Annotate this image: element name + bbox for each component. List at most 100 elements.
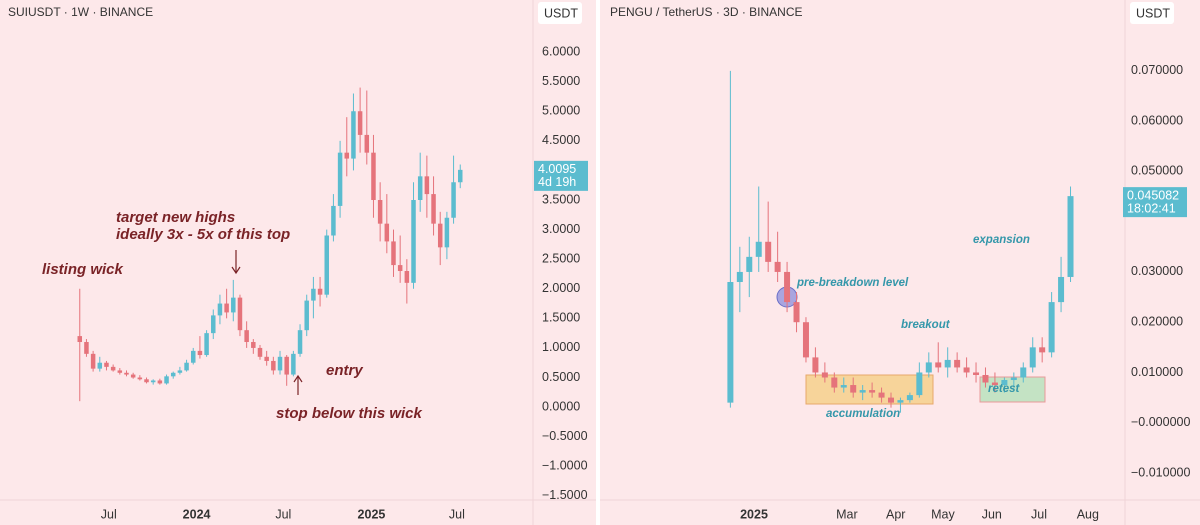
- candle-body: [150, 380, 156, 383]
- candle-body: [317, 288, 323, 295]
- candle-body: [746, 256, 753, 272]
- y-tick-label: 2.5000: [542, 251, 580, 265]
- candle-body: [231, 297, 236, 313]
- candle-body: [451, 182, 456, 218]
- candle-body: [284, 356, 289, 375]
- candle-body: [411, 200, 416, 283]
- price-badge-value: 0.045082: [1127, 188, 1179, 202]
- candle-body: [1039, 347, 1046, 353]
- candle-body: [444, 217, 450, 248]
- y-tick-label: 0.010000: [1131, 365, 1183, 379]
- candle-body: [982, 374, 989, 383]
- y-tick-label: 5.0000: [542, 104, 580, 118]
- x-tick-label: 2025: [358, 507, 386, 521]
- candle-body: [1067, 196, 1074, 277]
- candle-body: [765, 241, 772, 262]
- candle-body: [878, 392, 885, 398]
- candle-body: [424, 176, 430, 195]
- candle-body: [1010, 377, 1017, 381]
- candle-body: [251, 342, 256, 348]
- annotation: target new highs: [116, 209, 235, 226]
- x-tick-label: 2025: [740, 507, 768, 521]
- arrowhead: [231, 266, 241, 275]
- candle-body: [97, 362, 103, 369]
- y-tick-label: 3.0000: [542, 222, 580, 236]
- candle-body: [377, 200, 383, 224]
- x-tick-label: Apr: [886, 507, 905, 521]
- candle-body: [888, 397, 895, 403]
- candle-body: [802, 322, 809, 358]
- chart-title: PENGU / TetherUS · 3D · BINANCE: [610, 5, 803, 19]
- price-badge: [534, 160, 588, 191]
- y-tick-label: −0.000000: [1131, 415, 1190, 429]
- candle-body: [850, 385, 857, 393]
- candle-body: [727, 281, 734, 403]
- candle-body: [963, 367, 970, 373]
- candle-body: [190, 350, 196, 363]
- candle-body: [157, 380, 163, 384]
- y-tick-label: 2.0000: [542, 281, 580, 295]
- candle-body: [916, 372, 923, 396]
- candle-body: [297, 330, 303, 354]
- y-tick-label: 5.5000: [542, 74, 580, 88]
- price-badge-countdown: 4d 19h: [538, 175, 576, 189]
- candle-body: [291, 353, 296, 375]
- candle-body: [211, 315, 216, 334]
- candle-body: [90, 353, 96, 369]
- candle-body: [793, 302, 800, 323]
- candle-body: [371, 152, 376, 200]
- annotation: pre-breakdown level: [796, 277, 909, 289]
- y-tick-label: 1.0000: [542, 340, 580, 354]
- annotation: listing wick: [42, 261, 124, 278]
- candle-body: [117, 370, 123, 373]
- y-tick-label: 0.020000: [1131, 315, 1183, 329]
- x-tick-label: Jul: [449, 507, 465, 521]
- candle-body: [177, 370, 183, 373]
- candle-body: [906, 395, 913, 401]
- arrowhead: [293, 374, 303, 383]
- candle-body: [204, 333, 209, 356]
- annotation: breakout: [901, 319, 951, 331]
- candle-body: [1058, 276, 1065, 303]
- annotation: entry: [326, 362, 363, 379]
- candle-body: [1020, 367, 1027, 378]
- candle-body: [384, 223, 390, 242]
- candle-body: [944, 359, 951, 368]
- annotation: stop below this wick: [276, 405, 423, 422]
- y-tick-label: 0.5000: [542, 370, 580, 384]
- candle-body: [357, 111, 363, 135]
- y-tick-label: 3.5000: [542, 192, 580, 206]
- y-tick-label: −1.0000: [542, 459, 588, 473]
- candle-body: [337, 152, 343, 206]
- candle-body: [812, 357, 819, 373]
- candle-body: [755, 241, 762, 257]
- y-tick-label: −1.5000: [542, 488, 588, 502]
- currency-box: [538, 2, 582, 24]
- candle-body: [77, 336, 83, 343]
- currency-label: USDT: [1136, 6, 1170, 20]
- candle-body: [437, 223, 443, 248]
- candle-body: [736, 271, 743, 282]
- price-badge-value: 4.0095: [538, 162, 576, 176]
- candle-body: [1001, 380, 1008, 386]
- candle-body: [324, 235, 329, 295]
- candle-body: [935, 362, 942, 368]
- annotation-arrows: [231, 250, 303, 395]
- price-badge: [1123, 187, 1187, 218]
- y-tick-label: 6.0000: [542, 44, 580, 58]
- candle-body: [840, 385, 847, 388]
- candle-body: [84, 342, 89, 354]
- candle-body: [973, 372, 980, 375]
- candle-body: [331, 205, 336, 236]
- candle-body: [164, 376, 169, 384]
- candle-body: [137, 377, 143, 380]
- candle-body: [431, 194, 436, 224]
- candle-body: [224, 303, 229, 313]
- annotation: ideally 3x - 5x of this top: [116, 226, 290, 243]
- candle-body: [130, 374, 136, 378]
- candle-body: [1029, 347, 1036, 368]
- candle-body: [954, 359, 961, 368]
- y-tick-label: 4.5000: [542, 133, 580, 147]
- y-tick-label: −0.010000: [1131, 465, 1190, 479]
- candle-body: [364, 134, 370, 153]
